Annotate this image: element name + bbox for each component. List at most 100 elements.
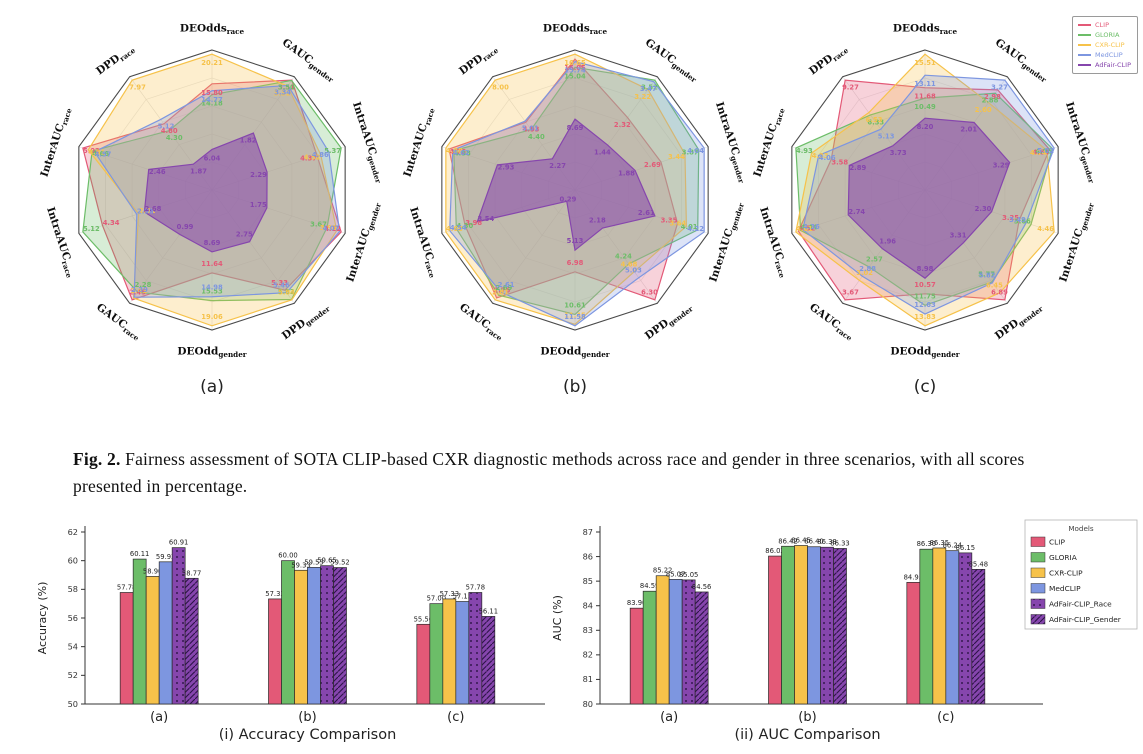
radar-value-label: 4.30 [166, 134, 183, 142]
radar-value-label: 3.44 [668, 153, 685, 161]
radar-axis-label: InterAUCrace [751, 105, 786, 179]
radar-value-label: 4.80 [161, 127, 178, 135]
radar-value-label: 6.89 [991, 289, 1008, 297]
bar-value-label: 84.56 [692, 583, 711, 591]
radar-value-label: 10.49 [914, 103, 936, 111]
radar-value-label: 3.67 [842, 289, 859, 297]
radar-value-label: 4.61 [796, 225, 813, 233]
radar-axis-label: DEOddsrace [893, 22, 958, 36]
radar-value-label: 3.34 [274, 89, 291, 97]
bar-value-label: 84.59 [640, 582, 659, 590]
radar-value-label: 5.37 [324, 147, 341, 155]
y-axis-title: Accuracy (%) [36, 582, 49, 655]
bar-CLIP-(a) [629, 607, 644, 705]
bar-GLORIA-(c) [429, 603, 444, 705]
radar-axis-label: GAUCrace [93, 301, 143, 343]
bar-value-label: 58.90 [143, 567, 162, 575]
bar-AdFair-CLIP_Gender-(c) [481, 616, 496, 705]
radar-outline [78, 49, 346, 331]
bar-value-label: 86.02 [765, 547, 784, 555]
legend-label-CLIP: CLIP [1049, 538, 1065, 547]
radar-value-label: 4.88 [446, 147, 463, 155]
radar-value-label: 7.97 [129, 83, 146, 91]
radar-value-label: 4.46 [1037, 225, 1054, 233]
radar-value-label: 15.53 [201, 288, 223, 296]
radar-value-label: 2.28 [135, 281, 152, 289]
radar-value-label: 1.75 [250, 201, 267, 209]
bar-GLORIA-(a) [642, 590, 657, 705]
radar-axis-label: DPDrace [457, 42, 500, 79]
y-tick-label: 54 [68, 641, 78, 651]
radar-value-label: 3.50 [278, 84, 295, 92]
radar-value-label: 5.02 [1037, 147, 1054, 155]
bar-value-label: 57.33 [440, 590, 459, 598]
bar-MedCLIP-(c) [455, 601, 470, 705]
radar-value-label: 8.00 [492, 83, 509, 91]
radar-value-label: 5.12 [83, 225, 100, 233]
radar-axis-label: GAUCrace [456, 301, 506, 343]
radar-value-label: 2.68 [145, 205, 162, 213]
radar-value-label: 19.06 [201, 313, 223, 321]
legend-label-AdFair-CLIP_Race: AdFair-CLIP_Race [1049, 600, 1112, 609]
radar-value-label: 6.33 [867, 118, 884, 126]
radar-axis-label: DPDgender [280, 300, 332, 343]
radar-value-label: 16.65 [564, 59, 586, 67]
radar-series-AdFair-CLIP [476, 118, 656, 252]
radar-value-label: 2.27 [549, 162, 566, 170]
radar-sublabel: (b) [563, 377, 587, 397]
radar-axis-label: DPDrace [807, 42, 850, 79]
radar-value-label: 3.51 [278, 83, 295, 91]
bar-value-label: 86.30 [917, 540, 936, 548]
bar-AdFair-CLIP_Gender-(b) [333, 567, 347, 705]
y-tick-label: 62 [68, 527, 78, 537]
bar-AdFair-CLIP_Race-(b) [320, 565, 334, 705]
radar-value-label: 4.12 [324, 225, 341, 233]
radar-value-label: 2.46 [149, 168, 166, 176]
radar-value-label: 4.52 [799, 224, 816, 232]
bar-value-label: 85.22 [653, 567, 672, 575]
radar-value-label: 4.54 [450, 224, 467, 232]
radar-value-label: 1.88 [618, 169, 635, 177]
radar-value-label: 4.07 [323, 225, 340, 233]
radar-value-label: 5.82 [979, 272, 996, 280]
bar-CLIP-(c) [906, 582, 921, 705]
accuracy-plot: 50 52 54 56 58 60 62 Accuracy (%) 57.78 60.11 58.9… [36, 526, 545, 743]
radar-value-label: 2.93 [498, 164, 515, 172]
legend-label-MedCLIP: MedCLIP [1049, 584, 1081, 593]
y-tick-label: 60 [68, 555, 78, 565]
y-axis-title: AUC (%) [551, 595, 564, 641]
radar-outline [791, 49, 1059, 331]
radar-sublabel: (a) [200, 377, 224, 397]
bar-value-label: 59.33 [291, 561, 310, 569]
radar-value-label: 11.45 [564, 311, 586, 319]
x-tick-label: (a) [150, 710, 168, 725]
radar-value-label: 5.13 [567, 237, 584, 245]
radar-series-AdFair-CLIP [847, 117, 1011, 279]
radar-value-label: 2.81 [492, 289, 509, 297]
radar-value-label: 16.05 [564, 64, 586, 72]
bar-CLIP-(b) [768, 555, 782, 705]
radar-value-label: 2.98 [137, 208, 154, 216]
legend-label-AdFair-CLIP_Gender: AdFair-CLIP_Gender [1049, 615, 1122, 624]
legend-line-swatch [1078, 34, 1091, 37]
radar-axis-label: IntraAUCrace [756, 206, 791, 280]
radar-value-label: 3.25 [1002, 214, 1019, 222]
y-tick-label: 82 [583, 650, 593, 660]
radar-value-label: 10.61 [564, 301, 586, 309]
radar-value-label: 4.86 [312, 151, 329, 159]
radar-value-label: 4.57 [95, 151, 112, 159]
radar-value-label: 4.76 [449, 148, 466, 156]
radar-value-label: 3.02 [856, 269, 873, 277]
radar-axis-label: DPDgender [643, 300, 695, 343]
radar-value-label: 3.98 [320, 224, 337, 232]
radar-plot-a: DEOddsrace GAUCgender IntraAUCgender InterA… [38, 22, 383, 397]
radar-value-label: 3.66 [1014, 218, 1031, 226]
bar-value-label: 85.48 [969, 560, 988, 568]
radar-value-label: 5.13 [878, 132, 895, 140]
radar-value-label: 3.67 [310, 221, 327, 229]
bar-CXR-CLIP-(b) [794, 545, 808, 705]
radar-value-label: 3.52 [641, 83, 658, 91]
bar-MedCLIP-(a) [158, 561, 173, 705]
radar-value-label: 3.32 [274, 89, 291, 97]
radar-value-label: 5.84 [278, 289, 295, 297]
